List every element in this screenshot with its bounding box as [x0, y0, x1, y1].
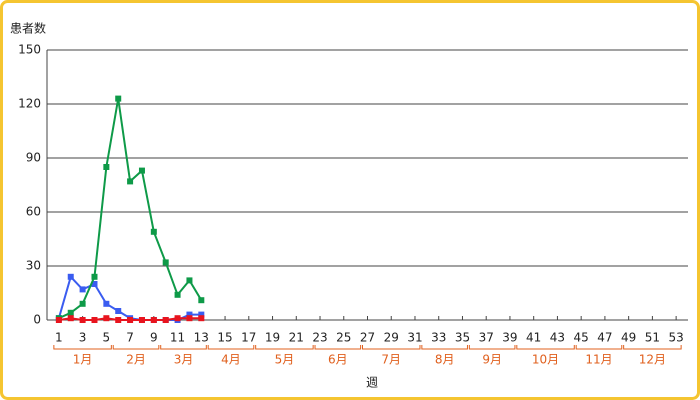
point — [138, 317, 145, 323]
point — [91, 317, 98, 323]
month-label: 9月 — [482, 353, 502, 367]
point — [79, 300, 86, 307]
x-tick-label: 41 — [526, 331, 541, 345]
x-tick-label: 29 — [384, 331, 399, 345]
x-tick-label: 31 — [407, 331, 422, 345]
month-label: 5月 — [275, 353, 295, 367]
x-tick-label: 47 — [597, 331, 612, 345]
x-tick-label: 9 — [150, 331, 158, 345]
point — [103, 164, 110, 170]
x-tick-label: 21 — [289, 331, 304, 345]
month-bracket — [255, 345, 314, 350]
point — [186, 277, 193, 284]
x-tick-label: 13 — [194, 331, 209, 345]
month-label: 1月 — [73, 353, 93, 367]
month-bracket — [160, 345, 207, 350]
point — [127, 178, 134, 185]
month-label: 7月 — [381, 353, 401, 367]
y-axis-label: 患者数 — [10, 21, 46, 36]
point — [174, 291, 181, 298]
point — [150, 317, 157, 323]
month-label: 6月 — [328, 353, 348, 367]
x-tick-label: 1 — [55, 331, 63, 345]
month-label: 8月 — [435, 353, 455, 367]
month-label: 12月 — [639, 353, 666, 367]
point — [162, 317, 169, 323]
x-tick-label: 35 — [455, 331, 470, 345]
x-tick-label: 19 — [265, 331, 280, 345]
point — [186, 311, 193, 318]
month-bracket — [575, 345, 623, 350]
point — [79, 286, 86, 293]
x-tick-label: 3 — [79, 331, 87, 345]
point — [91, 281, 98, 287]
x-tick-label: 5 — [103, 331, 111, 345]
x-tick-label: 23 — [312, 331, 327, 345]
point — [198, 315, 205, 322]
point — [115, 95, 122, 102]
x-tick-label: 49 — [621, 331, 636, 345]
month-bracket — [468, 345, 516, 350]
month-label: 3月 — [174, 353, 194, 367]
month-bracket — [314, 345, 362, 350]
x-tick-label: 33 — [431, 331, 446, 345]
y-tick-label: 150 — [18, 43, 41, 57]
month-label: 11月 — [585, 353, 612, 367]
x-tick-label: 27 — [360, 331, 375, 345]
month-bracket — [516, 345, 575, 350]
point — [67, 309, 74, 316]
point — [103, 300, 110, 307]
y-tick-label: 0 — [33, 313, 41, 327]
point — [198, 311, 205, 318]
point — [115, 308, 122, 314]
y-tick-label: 60 — [26, 205, 41, 219]
point — [55, 317, 62, 323]
month-bracket — [623, 345, 682, 350]
x-tick-label: 7 — [126, 331, 134, 345]
point — [174, 315, 181, 322]
point — [115, 317, 122, 323]
point — [127, 317, 134, 323]
x-tick-label: 11 — [170, 331, 185, 345]
point — [103, 315, 110, 322]
month-label: 10月 — [532, 353, 559, 367]
x-tick-label: 53 — [668, 331, 683, 345]
x-tick-label: 51 — [645, 331, 660, 345]
x-tick-label: 43 — [550, 331, 565, 345]
month-bracket — [362, 345, 421, 350]
x-tick-label: 37 — [479, 331, 494, 345]
y-tick-label: 120 — [18, 97, 41, 111]
point — [67, 315, 74, 322]
x-tick-label: 15 — [217, 331, 232, 345]
point — [67, 273, 74, 280]
point — [79, 317, 86, 323]
x-axis-label: 週 — [366, 376, 378, 390]
point — [138, 167, 145, 174]
point — [186, 315, 193, 322]
month-label: 2月 — [126, 353, 146, 367]
y-tick-label: 30 — [26, 259, 41, 273]
point — [162, 259, 169, 266]
y-tick-label: 90 — [26, 151, 41, 165]
point — [198, 297, 205, 304]
month-bracket — [112, 345, 160, 350]
month-bracket — [421, 345, 468, 350]
point — [91, 273, 98, 280]
month-label: 4月 — [221, 353, 241, 367]
x-tick-label: 39 — [502, 331, 517, 345]
month-bracket — [53, 345, 112, 350]
x-tick-label: 17 — [241, 331, 256, 345]
month-bracket — [207, 345, 255, 350]
point — [150, 228, 157, 235]
x-tick-label: 25 — [336, 331, 351, 345]
x-tick-label: 45 — [574, 331, 589, 345]
